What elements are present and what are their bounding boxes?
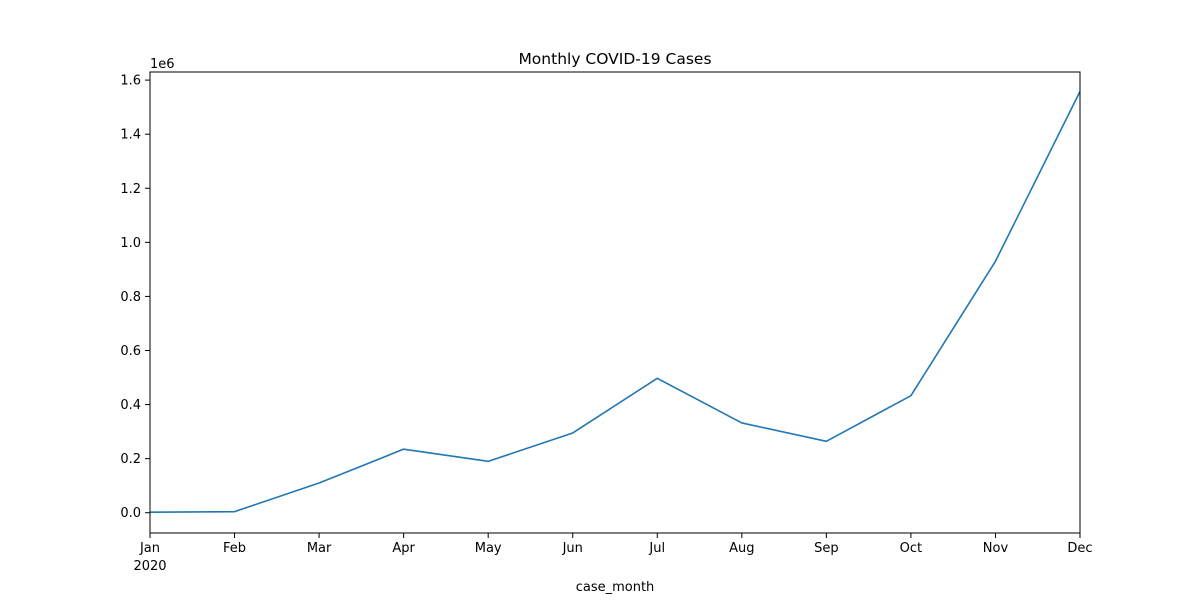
y-tick-label: 0.8	[120, 290, 141, 305]
x-tick-label: Jul	[648, 541, 665, 556]
chart-title: Monthly COVID-19 Cases	[518, 50, 711, 68]
plot-frame	[149, 71, 1081, 534]
x-axis-ticks: Jan Feb Mar Apr May Jun Jul Aug Sep Oct Nov Dec 2020	[133, 533, 1093, 574]
series-group	[149, 91, 1081, 513]
x-tick-label: Oct	[900, 541, 922, 556]
x-tick-label: Jun	[562, 541, 583, 556]
x-tick-label: Nov	[983, 541, 1009, 556]
x-year-label: 2020	[133, 559, 166, 574]
x-tick-label: Mar	[307, 541, 332, 556]
y-axis-offset-label: 1e6	[150, 57, 175, 72]
x-axis-label: case_month	[576, 580, 655, 595]
y-tick-label: 1.4	[120, 128, 141, 143]
x-tick-label: Sep	[814, 541, 839, 556]
x-tick-label: May	[475, 541, 502, 556]
x-tick-label: Apr	[392, 541, 415, 556]
y-tick-label: 0.0	[120, 506, 141, 521]
y-tick-label: 1.6	[120, 74, 141, 89]
x-tick-label: Jan	[139, 541, 160, 556]
y-tick-label: 1.2	[120, 182, 141, 197]
y-axis-ticks: 0.0 0.2 0.4 0.6 0.8 1.0 1.2 1.4 1.6	[120, 74, 150, 521]
y-tick-label: 0.2	[120, 452, 141, 467]
x-tick-label: Feb	[223, 541, 246, 556]
x-tick-label: Aug	[729, 541, 754, 556]
y-tick-label: 0.6	[120, 344, 141, 359]
x-tick-label: Dec	[1067, 541, 1092, 556]
y-tick-label: 1.0	[120, 236, 141, 251]
series-line-0	[149, 91, 1081, 513]
y-tick-label: 0.4	[120, 398, 141, 413]
